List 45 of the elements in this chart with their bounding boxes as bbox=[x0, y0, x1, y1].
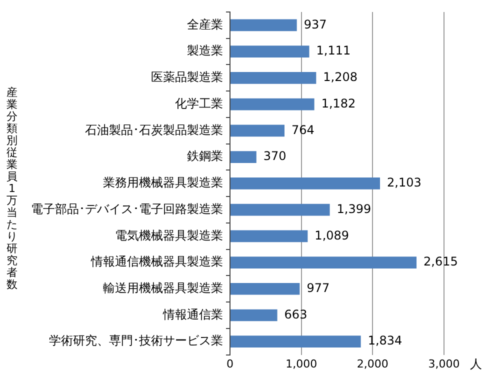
y-tick-label: 医薬品製造業 bbox=[151, 70, 223, 84]
y-tick-label: 輸送用機械器具製造業 bbox=[103, 281, 223, 295]
y-tick-label: 製造業 bbox=[187, 44, 223, 58]
y-tick-label: 鉄鋼業 bbox=[187, 149, 223, 164]
bar bbox=[230, 230, 308, 242]
bar bbox=[230, 204, 330, 216]
data-label: 977 bbox=[306, 281, 330, 295]
data-label: 764 bbox=[292, 122, 314, 137]
bar bbox=[230, 309, 278, 322]
y-tick-label: 業務用機械器具製造業 bbox=[103, 176, 223, 190]
x-tick-label: 3,000 bbox=[428, 357, 460, 370]
data-label: 1,182 bbox=[321, 96, 356, 110]
data-label: 2,615 bbox=[424, 254, 458, 269]
data-label: 663 bbox=[284, 307, 308, 322]
data-label: 1,111 bbox=[316, 44, 351, 58]
data-label: 1,834 bbox=[368, 334, 402, 348]
data-label: 1,399 bbox=[336, 202, 372, 216]
x-tick-label: 2,000 bbox=[356, 357, 388, 370]
bar bbox=[230, 336, 361, 348]
y-tick-label: 全産業 bbox=[187, 17, 223, 32]
y-tick-label: 電気機械器具製造業 bbox=[115, 228, 223, 242]
data-label: 2,103 bbox=[387, 176, 422, 190]
data-label: 1,208 bbox=[323, 70, 358, 84]
y-tick-label: 情報通信機械器具製造業 bbox=[90, 254, 223, 269]
x-axis-title: 人 bbox=[470, 356, 482, 371]
y-tick-label: 化学工業 bbox=[175, 96, 223, 110]
y-tick-label: 石油製品･石炭製品製造業 bbox=[85, 122, 223, 137]
bar bbox=[230, 256, 417, 268]
x-tick-label: 0 bbox=[226, 357, 234, 370]
bar bbox=[230, 151, 256, 163]
data-label: 937 bbox=[304, 17, 327, 32]
x-tick-label: 1,000 bbox=[286, 357, 318, 370]
bar bbox=[230, 72, 316, 84]
bar bbox=[230, 46, 310, 58]
y-tick-label: 情報通信業 bbox=[162, 307, 223, 322]
bar bbox=[230, 124, 284, 137]
data-label: 1,089 bbox=[314, 228, 350, 242]
y-tick-label: 学術研究、専門･技術サービス業 bbox=[49, 334, 223, 348]
bar bbox=[230, 98, 314, 110]
y-tick-label: 電子部品･デバイス･電子回路製造業 bbox=[31, 202, 223, 216]
bar bbox=[230, 177, 380, 190]
bar bbox=[230, 19, 297, 32]
data-label: 370 bbox=[263, 149, 286, 164]
bar bbox=[230, 282, 300, 295]
text: 産業分類別従業員1万当たり研究者数 bbox=[6, 86, 18, 291]
